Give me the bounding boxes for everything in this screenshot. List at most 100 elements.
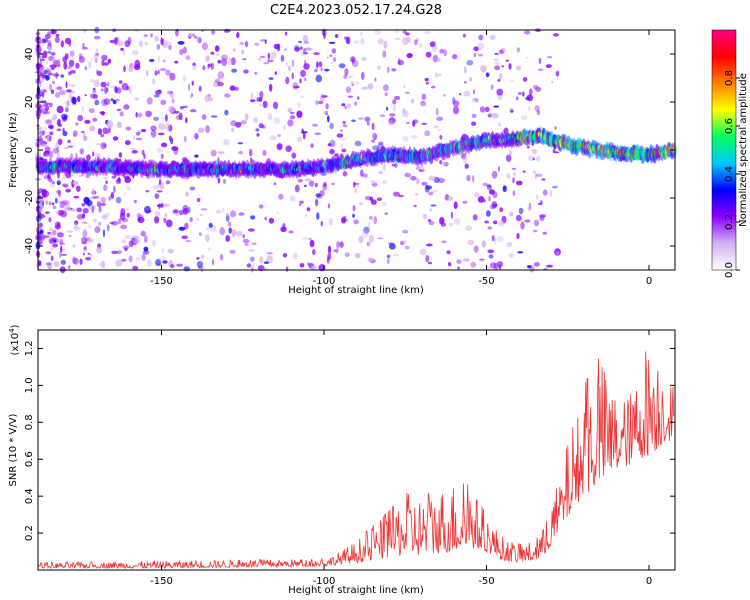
spectrogram-noise-blob [67, 145, 73, 148]
spectrogram-noise-blob [99, 203, 107, 206]
spectrogram-noise-blob [88, 108, 95, 114]
spectrogram-noise-blob [288, 230, 294, 234]
spectrogram-noise-blob [321, 95, 328, 98]
spectrogram-noise-blob [424, 130, 431, 137]
spectrogram-noise-blob [435, 107, 439, 116]
spectrogram-noise-blob [125, 126, 131, 131]
spectrogram-noise-blob [81, 106, 84, 112]
spectrogram-noise-blob [524, 219, 531, 223]
spectrogram-noise-blob [75, 185, 81, 192]
spectrogram-noise-blob [256, 133, 260, 137]
spectrogram-noise-blob [340, 142, 344, 149]
spectrogram-noise-blob [269, 135, 277, 141]
spectrogram-noise-blob [291, 59, 295, 67]
spectrogram-noise-blob [72, 244, 76, 248]
spectrogram-noise-blob [415, 193, 419, 196]
spectrogram-noise-blob [82, 228, 87, 235]
spectrogram-noise-blob [506, 242, 513, 247]
spectrogram-noise-blob [315, 99, 319, 106]
spectrogram-noise-blob [391, 163, 396, 167]
spectrogram-noise-blob [391, 68, 397, 72]
spectrogram-noise-blob [75, 122, 79, 126]
spectrogram-noise-blob [291, 72, 295, 80]
spectrogram-noise-blob [39, 81, 42, 88]
spectrogram-noise-blob [250, 157, 253, 163]
spectrogram-noise-blob [242, 58, 247, 61]
spectrogram-noise-blob [321, 173, 326, 176]
spectrogram-noise-blob [527, 265, 532, 269]
spectrogram-noise-blob [499, 73, 503, 81]
spectrogram-noise-blob [346, 103, 352, 109]
spectrogram-noise-blob [319, 156, 322, 163]
spectrogram-ridge-blob [598, 146, 603, 158]
spectrogram-noise-blob [272, 101, 279, 110]
spectrogram-noise-blob [531, 149, 538, 154]
spectrogram-noise-blob [196, 197, 201, 203]
spectrogram-noise-blob [49, 125, 54, 130]
spectrogram-noise-blob [107, 155, 110, 163]
spectrogram-noise-blob [327, 203, 330, 209]
spectrogram-noise-blob [382, 50, 387, 58]
spectrogram-noise-blob [264, 39, 267, 44]
spectrogram-noise-blob [62, 175, 67, 180]
spectrogram-noise-blob [527, 155, 535, 162]
spectrogram-noise-blob [110, 98, 114, 102]
spectrogram-noise-blob [58, 200, 63, 203]
spectrogram-noise-blob [84, 66, 88, 71]
spectrogram-noise-blob [427, 219, 432, 222]
spectrogram-noise-blob [116, 40, 124, 47]
spectrogram-noise-blob [323, 182, 327, 187]
spectrogram-noise-blob [217, 71, 225, 80]
spectrogram-noise-blob [153, 94, 160, 98]
spectrogram-noise-blob [555, 70, 560, 77]
spectrogram-noise-blob [83, 246, 87, 250]
spectrogram-noise-blob [43, 175, 48, 180]
spectrogram-noise-blob [313, 52, 320, 56]
spectrogram-noise-blob [135, 212, 141, 218]
spectrogram-noise-blob [48, 150, 54, 159]
spectrogram-noise-blob [302, 131, 306, 140]
spectrogram-noise-blob [389, 113, 396, 117]
spectrogram-noise-blob [96, 156, 100, 164]
spectrogram-noise-blob [249, 256, 255, 262]
spectrogram-noise-blob [55, 92, 60, 98]
spectrogram-noise-blob [362, 173, 368, 178]
spectrogram-noise-blob [402, 135, 409, 142]
spectrogram-noise-blob [392, 104, 397, 112]
spectrogram-noise-blob [285, 76, 290, 85]
spectrogram-noise-blob [406, 122, 410, 124]
spectrogram-noise-blob [493, 58, 499, 61]
spectrogram-noise-blob [48, 201, 52, 206]
spectrogram-noise-blob [304, 213, 308, 217]
spectrogram-noise-blob [288, 65, 291, 72]
spectrogram-noise-blob [148, 59, 155, 62]
spectrogram-y-tick-label: 20 [24, 96, 35, 109]
spectrogram-noise-blob [493, 220, 498, 225]
spectrogram-noise-blob [425, 51, 432, 58]
spectrogram-noise-blob [262, 100, 268, 109]
spectrogram-noise-blob [169, 175, 173, 179]
spectrogram-noise-blob [285, 62, 288, 67]
spectrogram-noise-blob [331, 48, 337, 54]
spectrogram-noise-blob [222, 178, 227, 184]
spectrogram-noise-blob [368, 221, 371, 229]
spectrogram-ridge-blob [420, 149, 426, 161]
spectrogram-noise-blob [259, 39, 267, 42]
spectrogram-noise-blob [96, 69, 99, 74]
spectrogram-noise-blob [90, 93, 95, 99]
spectrogram-noise-blob [60, 253, 67, 256]
spectrogram-noise-blob [542, 231, 547, 235]
snr-y-tick-label: 0.2 [24, 525, 35, 541]
spectrogram-noise-blob [487, 184, 492, 191]
spectrogram-noise-blob [499, 207, 504, 213]
spectrogram-noise-blob [67, 139, 72, 144]
spectrogram-noise-blob [263, 261, 270, 265]
spectrogram-noise-blob [82, 253, 85, 256]
spectrogram-noise-blob [273, 116, 281, 125]
spectrogram-noise-blob [150, 33, 153, 38]
spectrogram-noise-blob [182, 46, 187, 54]
spectrogram-noise-blob [231, 127, 235, 133]
spectrogram-noise-blob [413, 146, 416, 151]
spectrogram-noise-blob [92, 218, 98, 223]
spectrogram-noise-blob [340, 129, 343, 132]
